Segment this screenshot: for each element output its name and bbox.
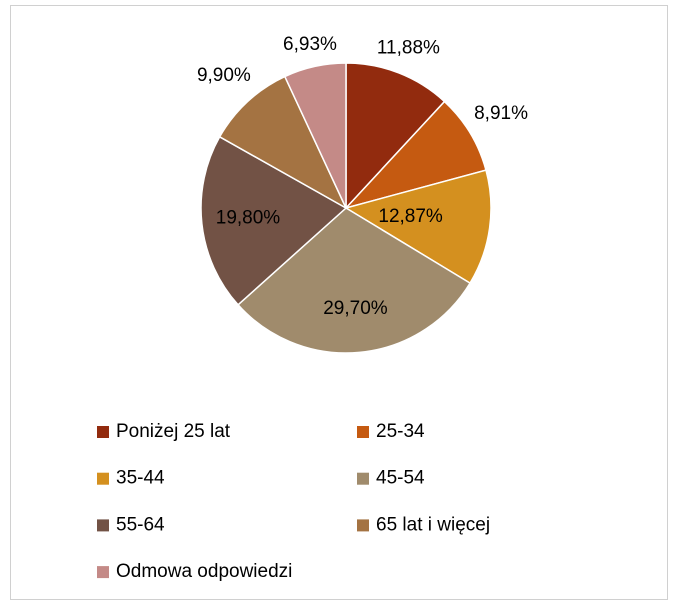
legend-swatch — [357, 426, 369, 438]
data-label: 29,70% — [323, 298, 388, 319]
legend-label: Poniżej 25 lat — [116, 421, 231, 442]
legend-swatch — [97, 426, 109, 438]
data-label: 19,80% — [216, 208, 281, 229]
legend-swatch — [97, 519, 109, 532]
data-label: 12,87% — [378, 206, 443, 227]
data-label: 11,88% — [377, 38, 440, 59]
legend-label: 65 lat i więcej — [376, 514, 490, 535]
pie-slice — [218, 75, 348, 210]
legend-swatch — [357, 519, 369, 532]
data-label: 9,90% — [197, 65, 251, 86]
legend-swatch — [97, 566, 109, 579]
data-label: 6,93% — [283, 34, 337, 55]
legend-label: 25-34 — [376, 421, 425, 442]
pie-slice — [343, 100, 487, 210]
pie-slice — [200, 135, 348, 306]
pie-slice — [345, 62, 446, 210]
legend-swatch — [97, 472, 109, 485]
legend-label: 55-64 — [116, 514, 165, 535]
legend-label: 35-44 — [116, 468, 165, 489]
legend-label: 45-54 — [376, 468, 425, 489]
data-label: 8,91% — [474, 103, 528, 124]
legend-swatch — [357, 472, 369, 485]
pie-slice — [236, 207, 472, 354]
pie-slice — [283, 62, 347, 209]
legend-label: Odmowa odpowiedzi — [116, 561, 292, 582]
pie-slice — [344, 169, 492, 285]
